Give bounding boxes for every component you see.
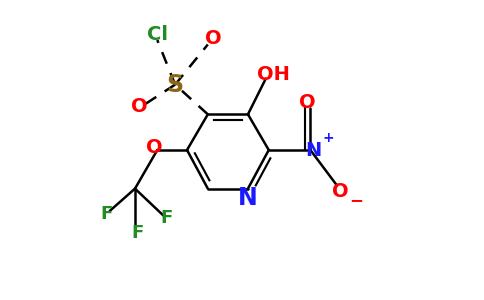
Text: +: + — [322, 131, 334, 145]
Text: O: O — [146, 137, 163, 157]
Text: F: F — [160, 209, 172, 227]
Text: F: F — [101, 205, 113, 223]
Text: N: N — [238, 186, 258, 210]
Text: O: O — [299, 93, 316, 112]
Text: OH: OH — [257, 65, 289, 84]
Text: N: N — [305, 140, 321, 160]
Text: −: − — [349, 191, 363, 209]
Text: S: S — [166, 73, 184, 97]
Text: O: O — [332, 182, 348, 201]
Text: Cl: Cl — [147, 25, 168, 44]
Text: O: O — [131, 98, 148, 116]
Text: F: F — [132, 224, 144, 242]
Text: O: O — [205, 29, 222, 48]
